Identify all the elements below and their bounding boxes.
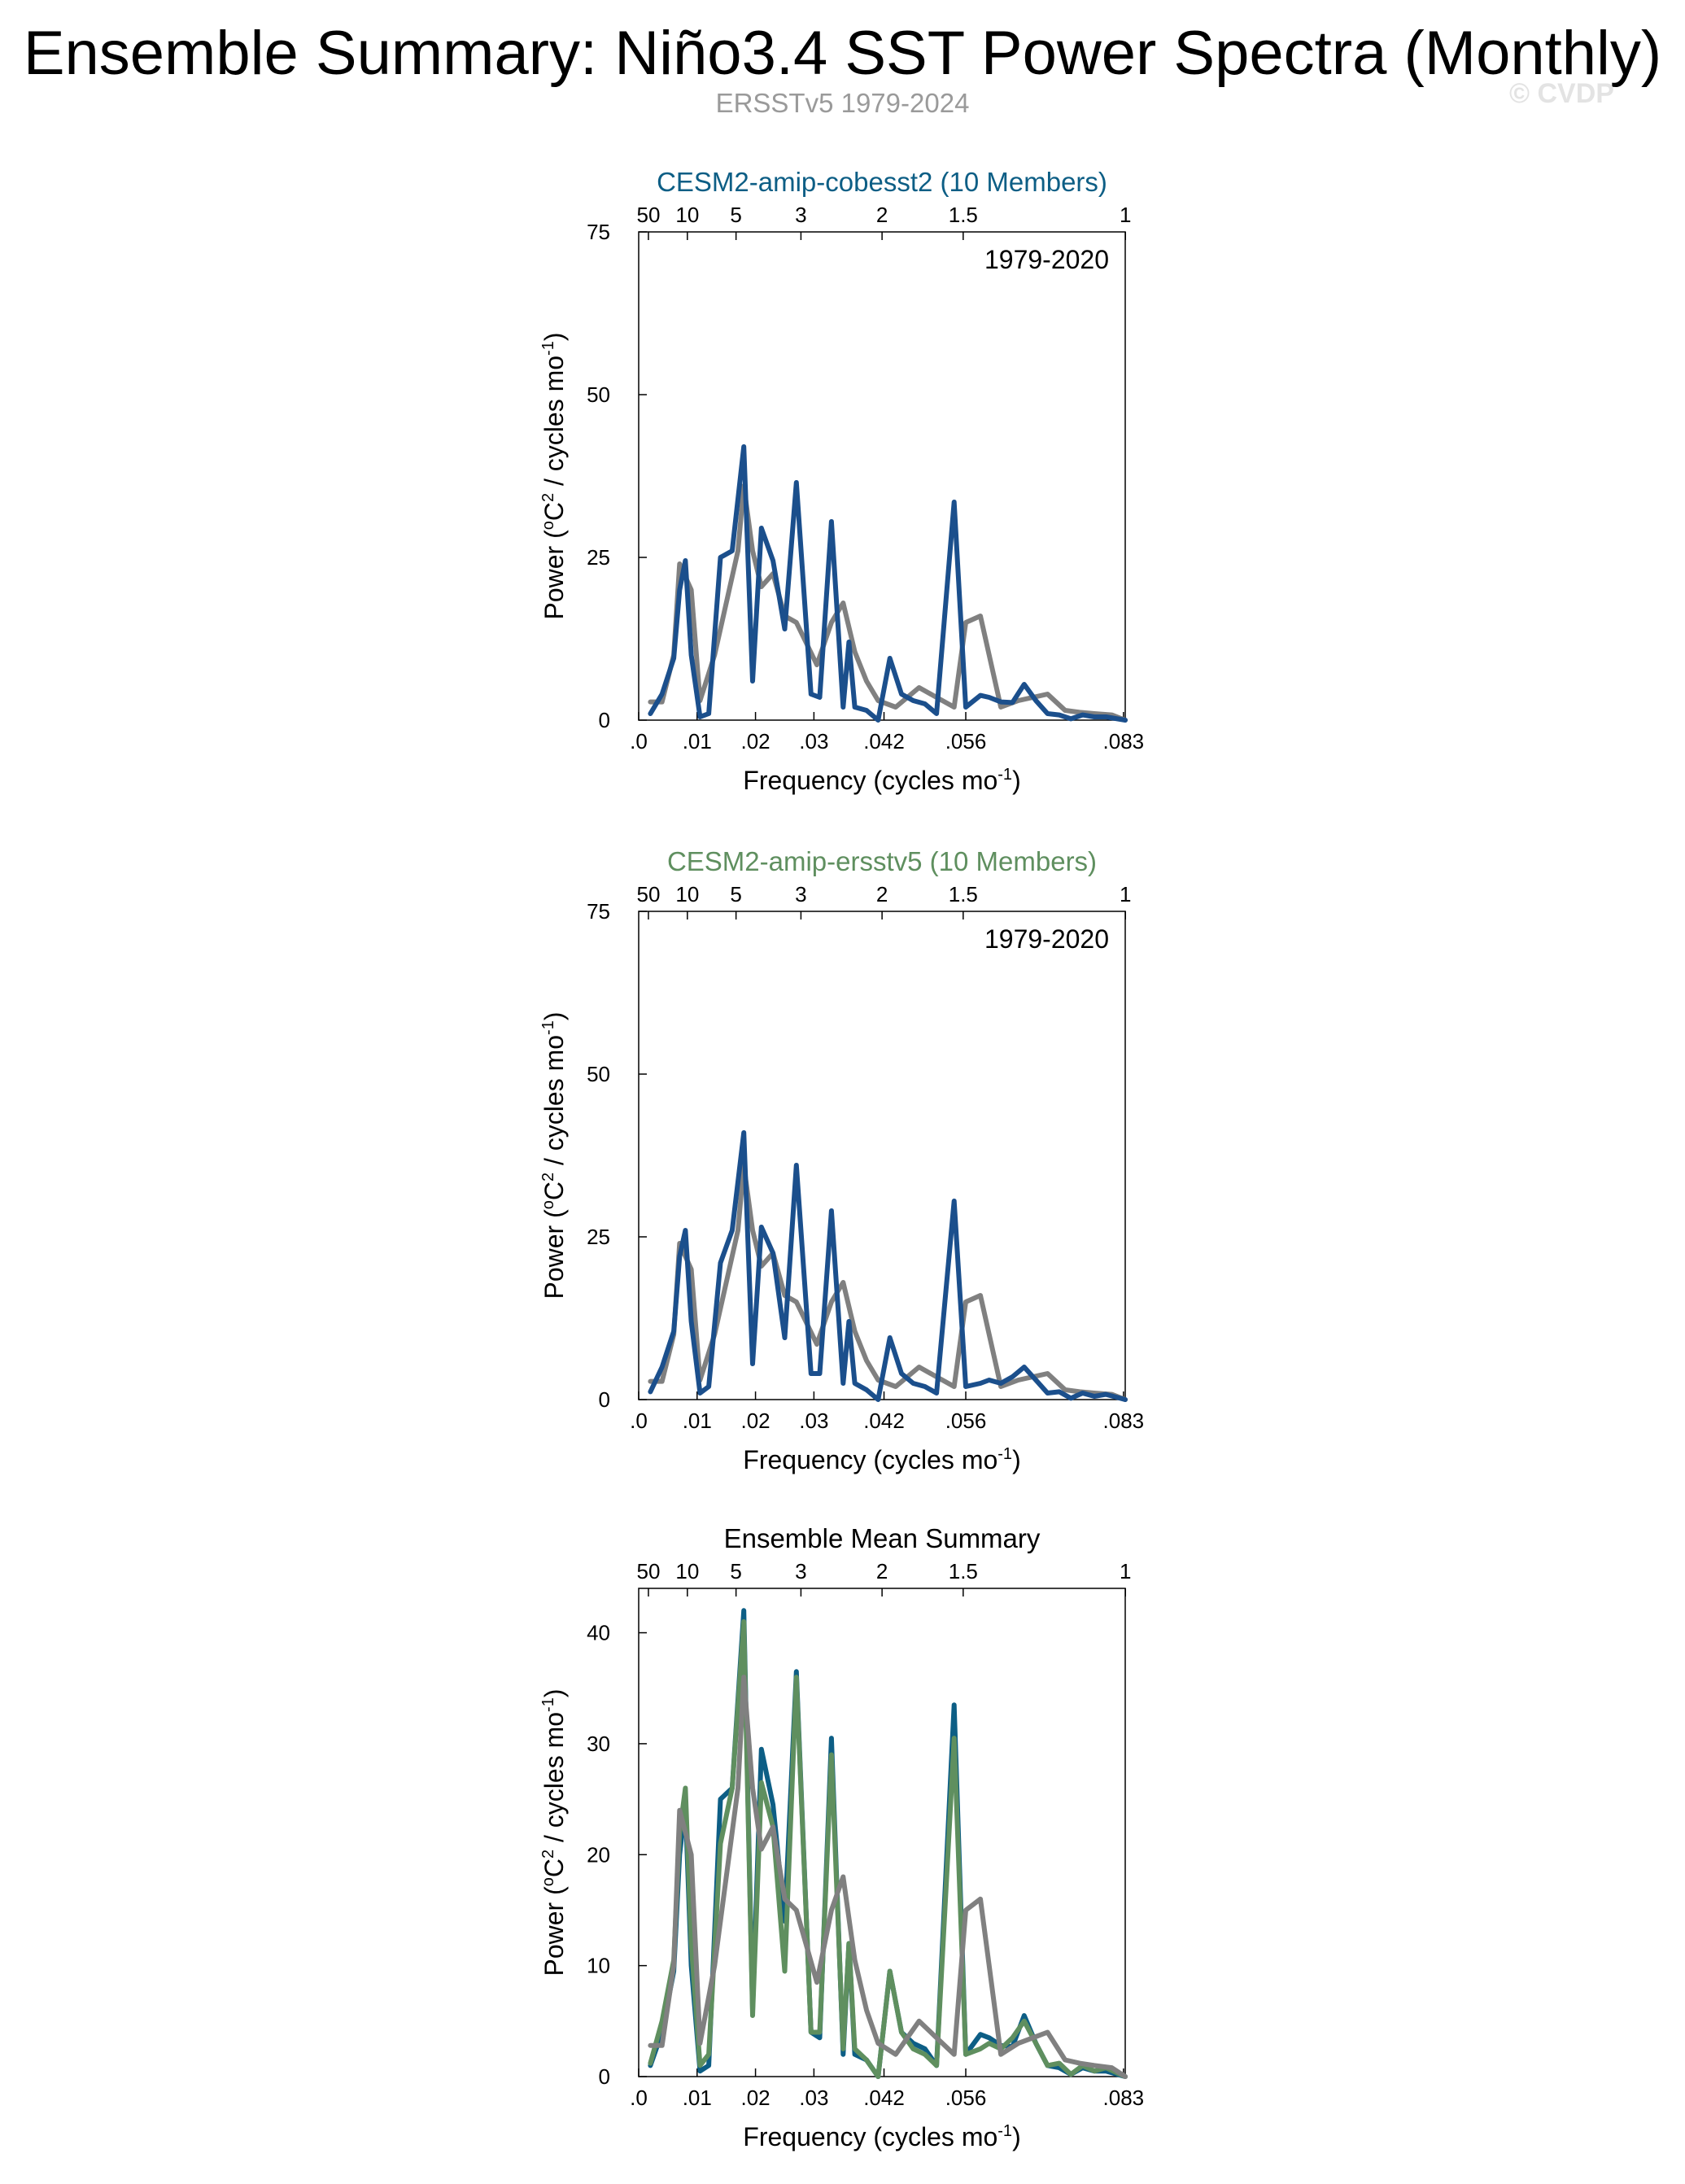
- period-tick-label: 50: [637, 882, 661, 906]
- y-tick-label: 75: [587, 220, 610, 244]
- period-tick-label: 3: [795, 1559, 806, 1583]
- period-tick-label: 1: [1120, 1559, 1131, 1583]
- period-tick-label: 5: [730, 1559, 741, 1583]
- series-line: [648, 1618, 1128, 2079]
- y-axis-label: Power (oC2 / cycles mo-1): [539, 333, 569, 620]
- period-tick-label: 2: [876, 203, 888, 227]
- y-tick-label: 50: [587, 382, 610, 407]
- copyright-watermark: © CVDP: [1509, 78, 1614, 109]
- x-axis-label: Frequency (cycles mo-1): [743, 2122, 1020, 2151]
- series-line: [648, 1675, 1128, 2079]
- plot-frame: [638, 911, 1126, 1400]
- period-tick-label: 10: [675, 1559, 699, 1583]
- y-tick-label: 25: [587, 545, 610, 570]
- period-tick-label: 5: [730, 203, 741, 227]
- x-tick-label: .0: [630, 2086, 648, 2110]
- x-tick-label: .083: [1103, 2086, 1145, 2110]
- x-tick-label: .083: [1103, 729, 1145, 753]
- panel-title: Ensemble Mean Summary: [724, 1523, 1041, 1553]
- y-axis-label: Power (oC2 / cycles mo-1): [539, 1689, 569, 1977]
- panel-title: CESM2-amip-cobesst2 (10 Members): [657, 167, 1107, 197]
- x-tick-label: .042: [863, 1409, 905, 1433]
- period-tick-label: 3: [795, 882, 806, 906]
- period-tick-label: 2: [876, 1559, 888, 1583]
- y-tick-label: 25: [587, 1225, 610, 1249]
- spectrum-panel-ensemble-mean: Ensemble Mean Summary .0 .01 .02 .03 .042 .056…: [539, 1523, 1145, 2151]
- x-tick-label: .0: [630, 1409, 648, 1433]
- y-tick-label: 0: [599, 1387, 610, 1412]
- x-axis-label: Frequency (cycles mo-1): [743, 766, 1020, 795]
- period-tick-label: 1.5: [949, 203, 978, 227]
- period-tick-label: 50: [637, 203, 661, 227]
- period-tick-label: 1.5: [949, 882, 978, 906]
- y-tick-label: 0: [599, 708, 610, 732]
- y-tick-label: 0: [599, 2064, 610, 2089]
- y-tick-label: 75: [587, 899, 610, 924]
- period-tick-label: 1.5: [949, 1559, 978, 1583]
- x-tick-label: .02: [740, 2086, 770, 2110]
- period-tick-label: 50: [637, 1559, 661, 1583]
- y-tick-label: 40: [587, 1621, 610, 1645]
- x-tick-label: .0: [630, 729, 648, 753]
- x-tick-label: .056: [945, 729, 987, 753]
- spectrum-panel-cobesst2: CESM2-amip-cobesst2 (10 Members) .0 .01 .02…: [539, 167, 1145, 795]
- x-tick-label: .01: [683, 2086, 712, 2110]
- x-axis-label: Frequency (cycles mo-1): [743, 1445, 1020, 1474]
- period-annotation: 1979-2020: [984, 245, 1109, 274]
- period-tick-label: 3: [795, 203, 806, 227]
- x-tick-label: .01: [683, 729, 712, 753]
- x-tick-label: .03: [799, 1409, 828, 1433]
- series-line: [648, 1163, 1128, 1402]
- period-tick-label: 2: [876, 882, 888, 906]
- x-tick-label: .03: [799, 729, 828, 753]
- series-line: [648, 483, 1128, 723]
- period-tick-label: 10: [675, 203, 699, 227]
- y-axis-label: Power (oC2 / cycles mo-1): [539, 1012, 569, 1299]
- series-line: [648, 444, 1128, 723]
- period-annotation: 1979-2020: [984, 924, 1109, 954]
- x-tick-label: .056: [945, 2086, 987, 2110]
- period-tick-label: 10: [675, 882, 699, 906]
- x-tick-label: .03: [799, 2086, 828, 2110]
- period-tick-label: 5: [730, 882, 741, 906]
- x-tick-label: .042: [863, 2086, 905, 2110]
- x-tick-label: .02: [740, 729, 770, 753]
- y-tick-label: 50: [587, 1062, 610, 1086]
- page-subtitle: ERSSTv5 1979-2024: [715, 88, 970, 118]
- spectrum-panel-ersstv5: CESM2-amip-ersstv5 (10 Members) .0 .01 .02.…: [539, 846, 1145, 1474]
- x-tick-label: .056: [945, 1409, 987, 1433]
- panel-title: CESM2-amip-ersstv5 (10 Members): [667, 846, 1097, 876]
- y-tick-label: 20: [587, 1842, 610, 1867]
- x-tick-label: .01: [683, 1409, 712, 1433]
- x-tick-label: .042: [863, 729, 905, 753]
- period-tick-label: 1: [1120, 882, 1131, 906]
- page-title: Ensemble Summary: Niño3.4 SST Power Spec…: [23, 19, 1662, 88]
- period-tick-label: 1: [1120, 203, 1131, 227]
- series-line: [648, 1130, 1128, 1402]
- y-tick-label: 10: [587, 1954, 610, 1978]
- y-tick-label: 30: [587, 1732, 610, 1756]
- x-tick-label: .083: [1103, 1409, 1145, 1433]
- x-tick-label: .02: [740, 1409, 770, 1433]
